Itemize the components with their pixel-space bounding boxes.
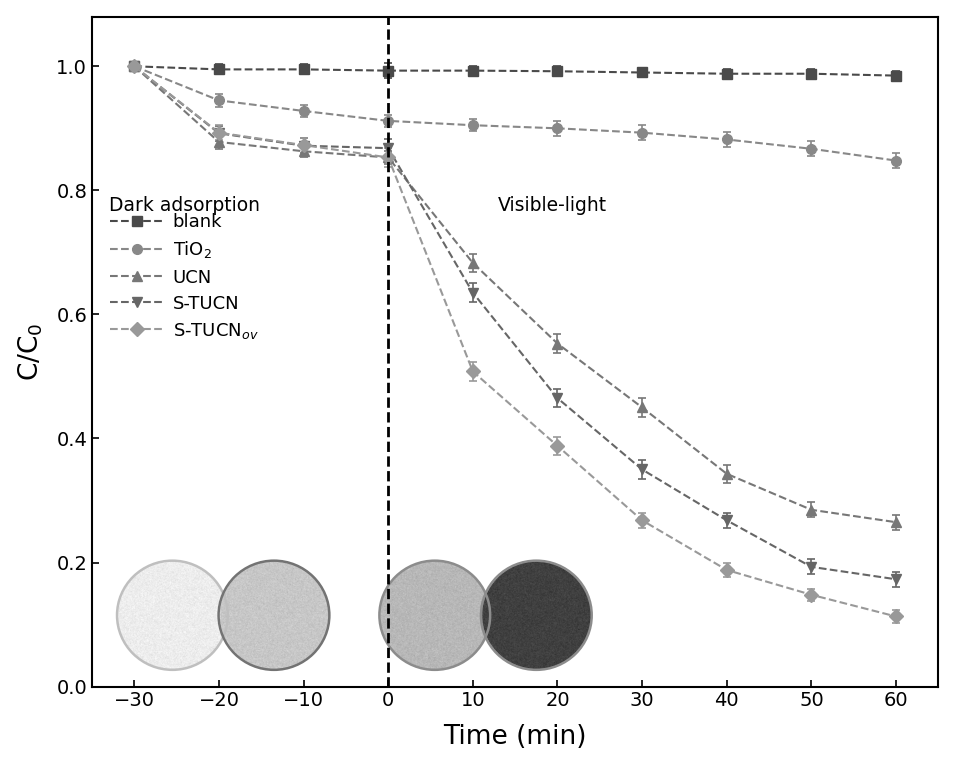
- blank: [806, 69, 817, 78]
- blank: [636, 68, 647, 77]
- blank: [213, 64, 224, 74]
- TiO$_2$: [721, 135, 732, 144]
- UCN: [890, 518, 902, 527]
- Text: Dark adsorption: Dark adsorption: [109, 196, 260, 216]
- UCN: [806, 505, 817, 515]
- TiO$_2$: [552, 123, 563, 133]
- TiO$_2$: [213, 96, 224, 105]
- blank: [721, 69, 732, 78]
- Y-axis label: C/C$_0$: C/C$_0$: [16, 322, 45, 381]
- UCN: [298, 146, 309, 156]
- blank: [298, 64, 309, 74]
- S-TUCN: [636, 465, 647, 474]
- S-TUCN$_{ov}$: [636, 515, 647, 525]
- TiO$_2$: [890, 156, 902, 165]
- Line: blank: blank: [130, 61, 901, 81]
- Line: S-TUCN$_{ov}$: S-TUCN$_{ov}$: [130, 61, 901, 621]
- S-TUCN: [298, 141, 309, 150]
- UCN: [383, 153, 394, 162]
- S-TUCN: [383, 143, 394, 153]
- UCN: [129, 61, 140, 71]
- S-TUCN$_{ov}$: [383, 153, 394, 162]
- S-TUCN: [467, 288, 478, 298]
- UCN: [213, 137, 224, 146]
- blank: [129, 61, 140, 71]
- S-TUCN$_{ov}$: [552, 441, 563, 450]
- S-TUCN: [213, 129, 224, 138]
- S-TUCN$_{ov}$: [129, 61, 140, 71]
- blank: [383, 66, 394, 75]
- S-TUCN: [806, 562, 817, 571]
- TiO$_2$: [467, 120, 478, 130]
- S-TUCN$_{ov}$: [721, 565, 732, 574]
- Text: Visible-light: Visible-light: [499, 196, 607, 216]
- TiO$_2$: [298, 107, 309, 116]
- S-TUCN: [129, 61, 140, 71]
- blank: [467, 66, 478, 75]
- UCN: [467, 258, 478, 268]
- Line: TiO$_2$: TiO$_2$: [130, 61, 901, 166]
- Line: UCN: UCN: [130, 61, 901, 527]
- TiO$_2$: [806, 144, 817, 153]
- S-TUCN: [890, 574, 902, 584]
- blank: [890, 71, 902, 81]
- blank: [552, 67, 563, 76]
- S-TUCN$_{ov}$: [467, 367, 478, 376]
- UCN: [552, 339, 563, 348]
- S-TUCN: [552, 393, 563, 403]
- TiO$_2$: [383, 117, 394, 126]
- Legend: blank, TiO$_2$, UCN, S-TUCN, S-TUCN$_{ov}$: blank, TiO$_2$, UCN, S-TUCN, S-TUCN$_{ov…: [110, 213, 259, 341]
- TiO$_2$: [129, 61, 140, 71]
- UCN: [636, 403, 647, 412]
- S-TUCN$_{ov}$: [890, 612, 902, 621]
- UCN: [721, 469, 732, 479]
- S-TUCN$_{ov}$: [213, 128, 224, 137]
- X-axis label: Time (min): Time (min): [443, 724, 587, 750]
- TiO$_2$: [636, 128, 647, 137]
- S-TUCN: [721, 515, 732, 525]
- S-TUCN$_{ov}$: [806, 590, 817, 599]
- S-TUCN$_{ov}$: [298, 140, 309, 150]
- Line: S-TUCN: S-TUCN: [130, 61, 901, 584]
